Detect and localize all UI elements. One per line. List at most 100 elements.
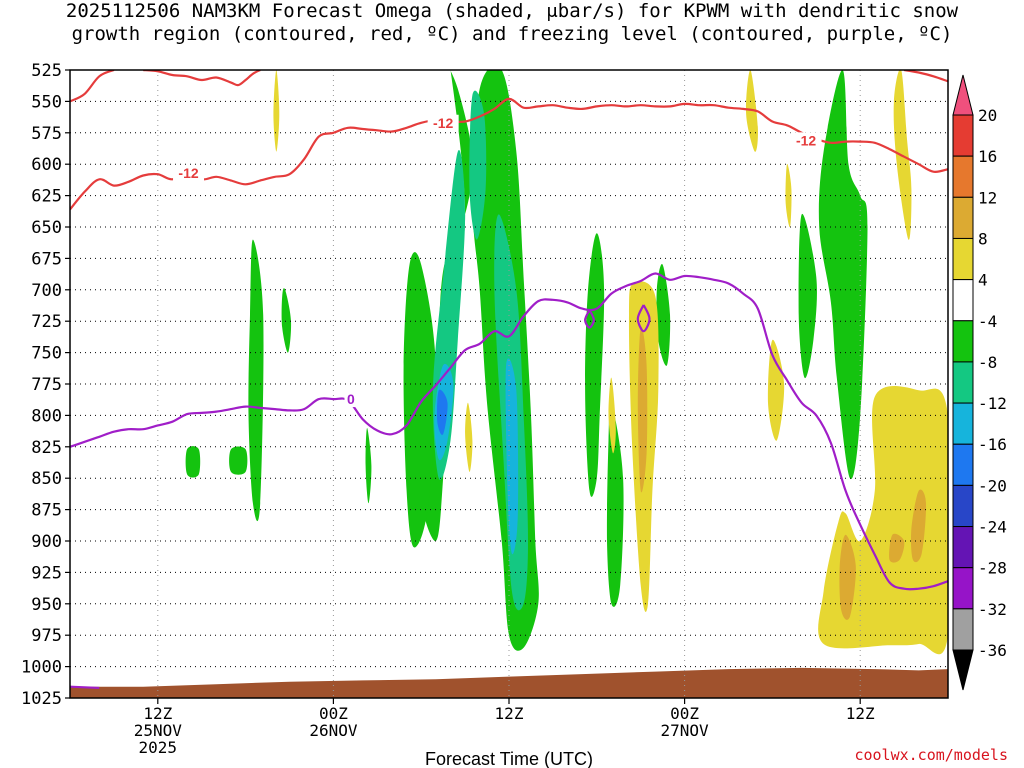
omega-region-7 bbox=[281, 288, 292, 353]
y-tick-850: 850 bbox=[31, 469, 62, 489]
colorbar-band-5 bbox=[952, 320, 974, 363]
colorbar-label: 16 bbox=[978, 147, 997, 166]
colorbar-band-10 bbox=[952, 526, 974, 569]
y-tick-725: 725 bbox=[31, 312, 62, 332]
colorbar-label: -24 bbox=[978, 518, 1007, 537]
y-tick-525: 525 bbox=[31, 61, 62, 81]
y-tick-775: 775 bbox=[31, 375, 62, 395]
colorbar-band-6 bbox=[952, 361, 974, 404]
y-tick-550: 550 bbox=[31, 92, 62, 112]
colorbar-band-0 bbox=[952, 114, 974, 157]
colorbar-label: 20 bbox=[978, 106, 997, 125]
chart-title: 2025112506 NAM3KM Forecast Omega (shaded… bbox=[0, 0, 1024, 46]
colorbar-band-2 bbox=[952, 196, 974, 239]
contour-freezing_level_0C bbox=[70, 272, 948, 591]
colorbar-band-1 bbox=[952, 155, 974, 198]
x-axis-label: Forecast Time (UTC) bbox=[425, 749, 593, 768]
y-tick-575: 575 bbox=[31, 124, 62, 144]
y-tick-750: 750 bbox=[31, 344, 62, 364]
omega-region-8 bbox=[185, 446, 201, 478]
colorbar-min-triangle bbox=[952, 649, 974, 691]
omega-region-15 bbox=[469, 90, 487, 240]
colorbar: 20 16 12 8 4 -4 -8 -12 -16 -20 -24 -28 -32 -36 bbox=[952, 74, 1007, 691]
contour-label: -12 bbox=[427, 114, 459, 131]
terrain bbox=[70, 667, 948, 698]
colorbar-label: -4 bbox=[978, 312, 997, 331]
omega-region-5 bbox=[656, 264, 671, 366]
y-tick-925: 925 bbox=[31, 563, 62, 583]
x-tick-label: 12Z bbox=[495, 704, 524, 723]
colorbar-label: -8 bbox=[978, 353, 997, 372]
x-tick-date: 26NOV bbox=[309, 721, 358, 740]
colorbar-label: -16 bbox=[978, 435, 1007, 454]
omega-region-6 bbox=[248, 239, 264, 522]
colorbar-label: -36 bbox=[978, 641, 1007, 660]
x-tick-date: 25NOV bbox=[134, 721, 183, 740]
x-tick-date: 27NOV bbox=[661, 721, 710, 740]
y-axis: 525 550 575 600 625 650 675 700 725 750 775 800 825 8… bbox=[21, 61, 70, 709]
contour-freezing_level_loop_2 bbox=[636, 304, 651, 333]
colorbar-band-4 bbox=[952, 279, 974, 322]
y-tick-650: 650 bbox=[31, 218, 62, 238]
x-tick-year: 2025 bbox=[139, 738, 178, 757]
omega-region-30 bbox=[910, 489, 927, 563]
contour-label: -12 bbox=[790, 132, 822, 149]
contour-freezing_level_loop_1 bbox=[584, 309, 595, 329]
y-tick-900: 900 bbox=[31, 532, 62, 552]
contour-label: -12 bbox=[173, 164, 205, 181]
contour-dendritic_growth_upper_right bbox=[903, 70, 948, 83]
colorbar-band-7 bbox=[952, 402, 974, 445]
x-tick-label: 12Z bbox=[846, 704, 875, 723]
svg-text:-12: -12 bbox=[796, 132, 816, 148]
omega-region-4 bbox=[606, 401, 624, 607]
colorbar-band-3 bbox=[952, 237, 974, 281]
omega-region-26 bbox=[608, 377, 616, 454]
colorbar-band-9 bbox=[952, 484, 974, 528]
omega-region-3 bbox=[585, 233, 605, 497]
omega-region-11 bbox=[818, 70, 868, 480]
colorbar-band-11 bbox=[952, 567, 974, 610]
y-tick-1025: 1025 bbox=[21, 689, 62, 709]
colorbar-label: 4 bbox=[978, 271, 988, 290]
y-tick-675: 675 bbox=[31, 249, 62, 269]
contour-label: 0 bbox=[344, 391, 358, 408]
y-tick-625: 625 bbox=[31, 187, 62, 207]
colorbar-label: 8 bbox=[978, 229, 988, 248]
svg-text:-12: -12 bbox=[433, 115, 453, 131]
colorbar-band-12 bbox=[952, 608, 974, 651]
colorbar-max-triangle bbox=[952, 74, 974, 116]
title-line-1: 2025112506 NAM3KM Forecast Omega (shaded… bbox=[65, 0, 959, 22]
omega-shading bbox=[185, 70, 948, 655]
omega-region-27 bbox=[465, 402, 473, 472]
colorbar-label: -12 bbox=[978, 394, 1007, 413]
y-tick-950: 950 bbox=[31, 595, 62, 615]
omega-region-24 bbox=[273, 70, 280, 152]
y-tick-875: 875 bbox=[31, 501, 62, 521]
svg-text:-12: -12 bbox=[178, 165, 198, 181]
credit-text: coolwx.com/models bbox=[854, 746, 1008, 764]
terrain-fill bbox=[70, 667, 948, 698]
y-tick-825: 825 bbox=[31, 438, 62, 458]
svg-text:0: 0 bbox=[347, 391, 355, 407]
x-tick-label: 00Z bbox=[670, 704, 699, 723]
omega-region-29 bbox=[839, 534, 856, 620]
y-tick-975: 975 bbox=[31, 626, 62, 646]
omega-region-18 bbox=[436, 389, 448, 435]
contours: -12 -12 -12 0 bbox=[70, 70, 948, 690]
y-tick-1000: 1000 bbox=[21, 658, 62, 678]
contour-dendritic_growth_upper_left bbox=[70, 70, 115, 103]
omega-region-2 bbox=[403, 252, 437, 548]
y-tick-700: 700 bbox=[31, 281, 62, 301]
omega-region-12 bbox=[798, 213, 817, 379]
colorbar-label: 12 bbox=[978, 188, 997, 207]
title-line-2: growth region (contoured, red, ºC) and f… bbox=[71, 23, 953, 45]
colorbar-label: -28 bbox=[978, 559, 1007, 578]
omega-region-10 bbox=[365, 428, 372, 504]
y-tick-800: 800 bbox=[31, 406, 62, 426]
omega-region-9 bbox=[229, 446, 248, 475]
colorbar-band-8 bbox=[952, 443, 974, 486]
terrain-freezing-line bbox=[70, 685, 100, 690]
x-tick-label: 00Z bbox=[319, 704, 348, 723]
